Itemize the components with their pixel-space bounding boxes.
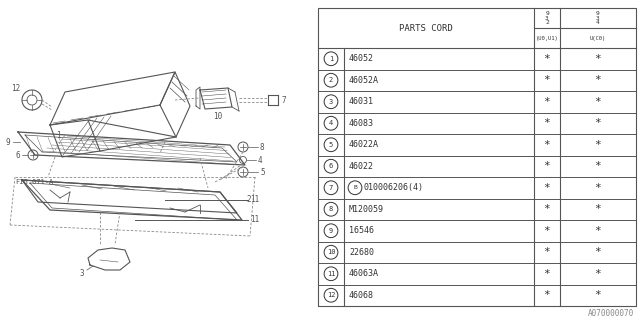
Text: 16546: 16546	[349, 226, 374, 235]
Text: 46063A: 46063A	[349, 269, 379, 278]
Text: *: *	[543, 54, 550, 64]
Text: 46052: 46052	[349, 54, 374, 63]
Text: 11: 11	[250, 196, 259, 204]
Text: 010006206(4): 010006206(4)	[364, 183, 424, 192]
Text: 2: 2	[246, 196, 251, 204]
Text: *: *	[595, 97, 602, 107]
Text: 46022: 46022	[349, 162, 374, 171]
Text: *: *	[595, 247, 602, 257]
Text: *: *	[595, 226, 602, 236]
Text: 3: 3	[80, 268, 84, 277]
Text: 10: 10	[327, 249, 335, 255]
Text: 46031: 46031	[349, 97, 374, 106]
Text: *: *	[595, 75, 602, 85]
Text: 1: 1	[329, 56, 333, 62]
Text: *: *	[543, 75, 550, 85]
Text: PARTS CORD: PARTS CORD	[399, 23, 453, 33]
Text: 4: 4	[329, 120, 333, 126]
Text: *: *	[595, 204, 602, 214]
Text: 5: 5	[329, 142, 333, 148]
Text: 8: 8	[260, 142, 264, 151]
Text: *: *	[595, 290, 602, 300]
Text: *: *	[595, 54, 602, 64]
Text: 3: 3	[329, 99, 333, 105]
Text: 9: 9	[6, 138, 10, 147]
Text: 6: 6	[329, 163, 333, 169]
Text: 46052A: 46052A	[349, 76, 379, 85]
Text: A070000070: A070000070	[588, 309, 634, 318]
Text: 22680: 22680	[349, 248, 374, 257]
Text: *: *	[595, 269, 602, 279]
Text: 2: 2	[329, 77, 333, 83]
Text: 5: 5	[260, 167, 264, 177]
Text: *: *	[543, 183, 550, 193]
Text: *: *	[543, 226, 550, 236]
Text: *: *	[543, 140, 550, 150]
Text: 46068: 46068	[349, 291, 374, 300]
Text: (U0,U1): (U0,U1)	[536, 36, 558, 41]
Text: *: *	[595, 140, 602, 150]
Text: *: *	[543, 161, 550, 171]
Text: 7: 7	[329, 185, 333, 191]
Text: *: *	[595, 118, 602, 128]
Text: *: *	[543, 269, 550, 279]
Text: *: *	[595, 161, 602, 171]
Text: 10: 10	[213, 111, 223, 121]
Text: 12: 12	[327, 292, 335, 298]
Text: U(C0): U(C0)	[590, 36, 606, 41]
Text: 7: 7	[281, 95, 285, 105]
Text: *: *	[543, 118, 550, 128]
Text: FIG.071-A: FIG.071-A	[15, 179, 53, 185]
Text: 4: 4	[258, 156, 262, 164]
Text: 9
3
2: 9 3 2	[545, 11, 549, 25]
Bar	[318, 8, 636, 306]
Text: M120059: M120059	[349, 205, 384, 214]
Text: 9
3
4: 9 3 4	[596, 11, 600, 25]
Text: B: B	[353, 185, 357, 190]
Text: 11: 11	[327, 271, 335, 277]
Text: *: *	[543, 204, 550, 214]
Text: *: *	[543, 247, 550, 257]
Text: 1: 1	[56, 131, 60, 140]
Text: 46083: 46083	[349, 119, 374, 128]
Text: 46022A: 46022A	[349, 140, 379, 149]
Text: 12: 12	[12, 84, 20, 92]
Text: *: *	[543, 290, 550, 300]
Text: *: *	[595, 183, 602, 193]
Text: 8: 8	[329, 206, 333, 212]
Text: 11: 11	[250, 215, 259, 225]
Text: 6: 6	[16, 150, 20, 159]
Text: 9: 9	[329, 228, 333, 234]
Text: *: *	[543, 97, 550, 107]
